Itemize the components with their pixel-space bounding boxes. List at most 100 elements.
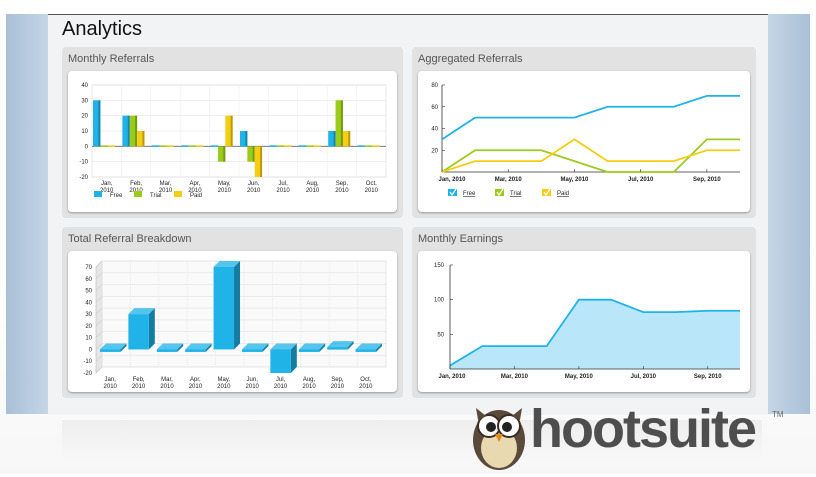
- series-line: [441, 94, 740, 141]
- legend-label: Free: [110, 193, 123, 199]
- bar-side: [223, 146, 226, 162]
- bar: [254, 146, 263, 177]
- bar: [99, 349, 121, 352]
- brand-name: hootsuite: [530, 399, 757, 459]
- y-tick-label: 60: [431, 105, 438, 111]
- bar-side: [135, 115, 138, 147]
- series-line: [449, 298, 740, 367]
- x-tick-label: 2010: [247, 188, 261, 194]
- x-tick-label: 2010: [188, 188, 202, 194]
- x-tick-label: Mar, 2010: [495, 177, 523, 183]
- bar-side: [260, 146, 263, 177]
- x-tick-label: Mar, 2010: [501, 374, 529, 380]
- bar: [166, 145, 174, 147]
- bar: [298, 349, 320, 352]
- x-tick-label: 2010: [100, 188, 114, 194]
- gridline-side: [95, 366, 103, 374]
- legend-label: Paid: [190, 193, 202, 199]
- bar: [313, 145, 321, 147]
- bar: [210, 145, 218, 147]
- legend-label: Trial: [510, 191, 521, 197]
- bar: [128, 314, 149, 350]
- bar: [213, 267, 235, 350]
- x-tick-label: Jul, 2010: [631, 374, 657, 380]
- aggregated-referrals-card: 80 60 40 20 Jan, 2010 Mar, 2010 May, 2010 Jul, …: [418, 71, 750, 212]
- y-tick-label: 0: [89, 347, 93, 353]
- x-tick-label: Jul,: [278, 181, 288, 187]
- legend-checkbox: [448, 189, 457, 196]
- y-tick-label: -20: [79, 175, 88, 181]
- bar: [240, 131, 248, 147]
- bar-side: [319, 343, 326, 352]
- x-tick-label: Jan, 2010: [438, 374, 466, 380]
- y-tick-label: 0: [85, 144, 89, 150]
- bar: [306, 145, 314, 147]
- y-tick-label: 30: [85, 312, 92, 318]
- bar-side: [340, 100, 343, 147]
- x-tick-label: 2010: [160, 384, 174, 390]
- y-tick-label: 70: [85, 265, 92, 271]
- legend-label: Trial: [150, 193, 161, 199]
- bar-side: [245, 131, 248, 147]
- y-tick-label: 10: [85, 336, 92, 342]
- bar-top: [270, 343, 297, 350]
- bar: [372, 145, 380, 147]
- legend-swatch: [94, 191, 102, 197]
- bar: [327, 347, 348, 350]
- bar: [185, 349, 206, 352]
- bar: [276, 145, 285, 147]
- bar-top: [185, 343, 212, 350]
- x-tick-label: Aug,: [303, 377, 316, 383]
- x-tick-label: Jul, 2010: [628, 177, 654, 183]
- x-tick-label: 2010: [274, 384, 288, 390]
- panel-title: Monthly Earnings: [418, 233, 503, 245]
- total-breakdown-card: 70 60 50 40 30 20 10 0 -10 -20 Jan, 2010 Feb, 2010 Mar…: [68, 251, 397, 392]
- x-tick-label: Feb,: [130, 181, 142, 187]
- y-tick-label: 60: [85, 277, 92, 283]
- y-tick-label: 80: [431, 83, 438, 89]
- y-tick-label: 40: [431, 127, 438, 133]
- bar: [225, 115, 233, 147]
- bar: [188, 145, 196, 147]
- right-side-shadow: [768, 14, 810, 414]
- bar: [107, 145, 116, 147]
- bar: [241, 349, 263, 352]
- bar-side: [98, 100, 101, 147]
- bar: [357, 145, 365, 147]
- total-breakdown-chart: 706050403020100-10-20Jan,2010Feb,2010Mar…: [83, 260, 387, 390]
- x-tick-label: 2010: [104, 384, 118, 390]
- bar: [100, 145, 108, 147]
- gridline-side: [95, 319, 103, 327]
- x-tick-label: 2010: [217, 384, 231, 390]
- x-tick-label: Jul,: [276, 377, 286, 383]
- y-tick-label: 20: [431, 148, 438, 154]
- x-tick-label: Aug,: [306, 181, 319, 187]
- area-fill: [450, 299, 740, 369]
- panel-title: Monthly Referrals: [68, 53, 155, 65]
- x-tick-label: Jan, 2010: [438, 177, 466, 183]
- x-tick-label: Mar,: [160, 181, 172, 187]
- x-tick-label: 2010: [159, 188, 173, 194]
- gridline-side: [95, 331, 103, 338]
- y-tick-label: 30: [81, 98, 88, 104]
- bar: [335, 100, 343, 147]
- check-icon: [449, 188, 457, 197]
- bar-side: [347, 341, 354, 350]
- aggregated-referrals-chart: 80 60 40 20 Jan, 2010 Mar, 2010 May, 2010 Jul, …: [431, 83, 740, 197]
- y-tick-label: 100: [434, 298, 445, 304]
- bar-side: [142, 131, 145, 147]
- monthly-earnings-card: 150 100 50 Jan, 2010 Mar, 2010 May, 2010 Jul, …: [418, 251, 750, 392]
- x-tick-label: Jun,: [247, 377, 259, 383]
- bar-top: [156, 343, 184, 350]
- bar-side: [262, 343, 269, 352]
- bar-top: [327, 341, 354, 348]
- y-tick-label: 10: [81, 129, 88, 135]
- x-tick-label: 2010: [276, 188, 290, 194]
- y-tick-label: 40: [81, 83, 88, 89]
- gridline-side: [95, 272, 103, 279]
- legend-checkbox: [542, 189, 551, 196]
- bar: [217, 146, 226, 162]
- total-breakdown-panel: Total Referral Breakdown 70 60 50 40 30 20 10 0…: [62, 227, 403, 398]
- x-tick-label: Sep, 2010: [693, 177, 721, 183]
- aggregated-referrals-panel: Aggregated Referrals 80 60 40 20 Jan, 2010 Ma…: [412, 47, 756, 218]
